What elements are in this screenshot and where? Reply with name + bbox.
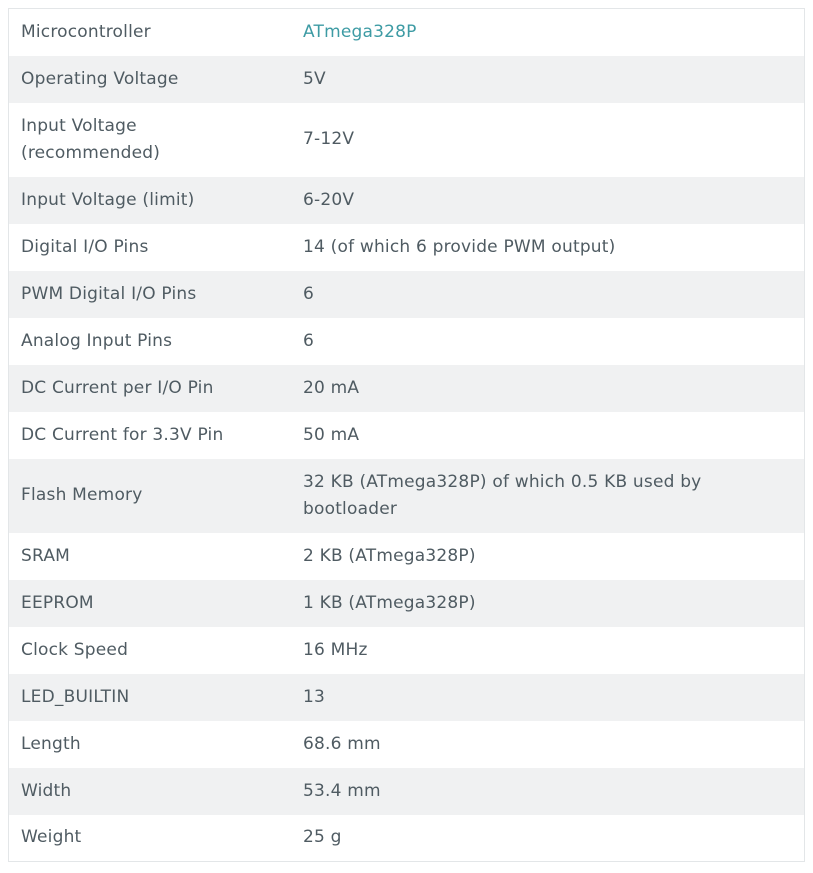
spec-label: Microcontroller: [21, 21, 151, 42]
table-row: Input Voltage (recommended) 7-12V: [8, 102, 805, 177]
spec-label: DC Current per I/O Pin: [21, 377, 214, 398]
spec-label: Operating Voltage: [21, 68, 179, 89]
table-row: Clock Speed 16 MHz: [8, 626, 805, 674]
spec-value: 6-20V: [303, 189, 355, 210]
microcontroller-link[interactable]: ATmega328P: [303, 21, 417, 42]
spec-label: Input Voltage (limit): [21, 189, 195, 210]
spec-value: 25 g: [303, 827, 342, 848]
table-row: Operating Voltage 5V: [8, 55, 805, 103]
spec-label: Length: [21, 733, 81, 754]
table-row: Microcontroller ATmega328P: [8, 8, 805, 56]
spec-label: PWM Digital I/O Pins: [21, 283, 197, 304]
spec-value: 32 KB (ATmega328P) of which 0.5 KB used …: [303, 471, 702, 519]
table-row: DC Current for 3.3V Pin 50 mA: [8, 411, 805, 459]
spec-label: Flash Memory: [21, 485, 143, 505]
spec-value: ATmega328P: [291, 9, 805, 56]
spec-value: 20 mA: [303, 377, 360, 398]
table-row: EEPROM 1 KB (ATmega328P): [8, 579, 805, 627]
spec-value: 1 KB (ATmega328P): [303, 592, 476, 613]
table-row: Input Voltage (limit) 6-20V: [8, 176, 805, 224]
spec-label: Clock Speed: [21, 639, 129, 660]
spec-value: 16 MHz: [303, 639, 368, 660]
spec-label: Input Voltage (recommended): [21, 115, 161, 163]
spec-value: 2 KB (ATmega328P): [303, 545, 476, 566]
spec-value: 5V: [303, 68, 326, 89]
spec-label: EEPROM: [21, 592, 94, 613]
table-row: DC Current per I/O Pin 20 mA: [8, 364, 805, 412]
spec-value: 68.6 mm: [303, 733, 381, 754]
spec-value: 7-12V: [303, 129, 355, 149]
spec-value: 53.4 mm: [303, 780, 381, 801]
spec-label: LED_BUILTIN: [21, 686, 130, 707]
table-row: LED_BUILTIN 13: [8, 673, 805, 721]
spec-label: Analog Input Pins: [21, 330, 173, 351]
spec-value: 50 mA: [303, 424, 360, 445]
spec-label: SRAM: [21, 545, 71, 566]
spec-value: 6: [303, 330, 315, 351]
table-row: Digital I/O Pins 14 (of which 6 provide …: [8, 223, 805, 271]
spec-label: Weight: [21, 827, 82, 848]
table-row: Length 68.6 mm: [8, 720, 805, 768]
spec-value: 13: [303, 686, 326, 707]
spec-label: DC Current for 3.3V Pin: [21, 424, 224, 445]
table-row: SRAM 2 KB (ATmega328P): [8, 532, 805, 580]
spec-label: Digital I/O Pins: [21, 236, 149, 257]
spec-value: 14 (of which 6 provide PWM output): [303, 236, 616, 257]
tech-specs-table: Microcontroller ATmega328P Operating Vol…: [8, 8, 805, 862]
table-row: Flash Memory 32 KB (ATmega328P) of which…: [8, 458, 805, 533]
table-row: Analog Input Pins 6: [8, 317, 805, 365]
spec-label: Width: [21, 780, 72, 801]
spec-value: 6: [303, 283, 315, 304]
table-row: PWM Digital I/O Pins 6: [8, 270, 805, 318]
table-row: Width 53.4 mm: [8, 767, 805, 815]
table-row: Weight 25 g: [8, 814, 805, 862]
